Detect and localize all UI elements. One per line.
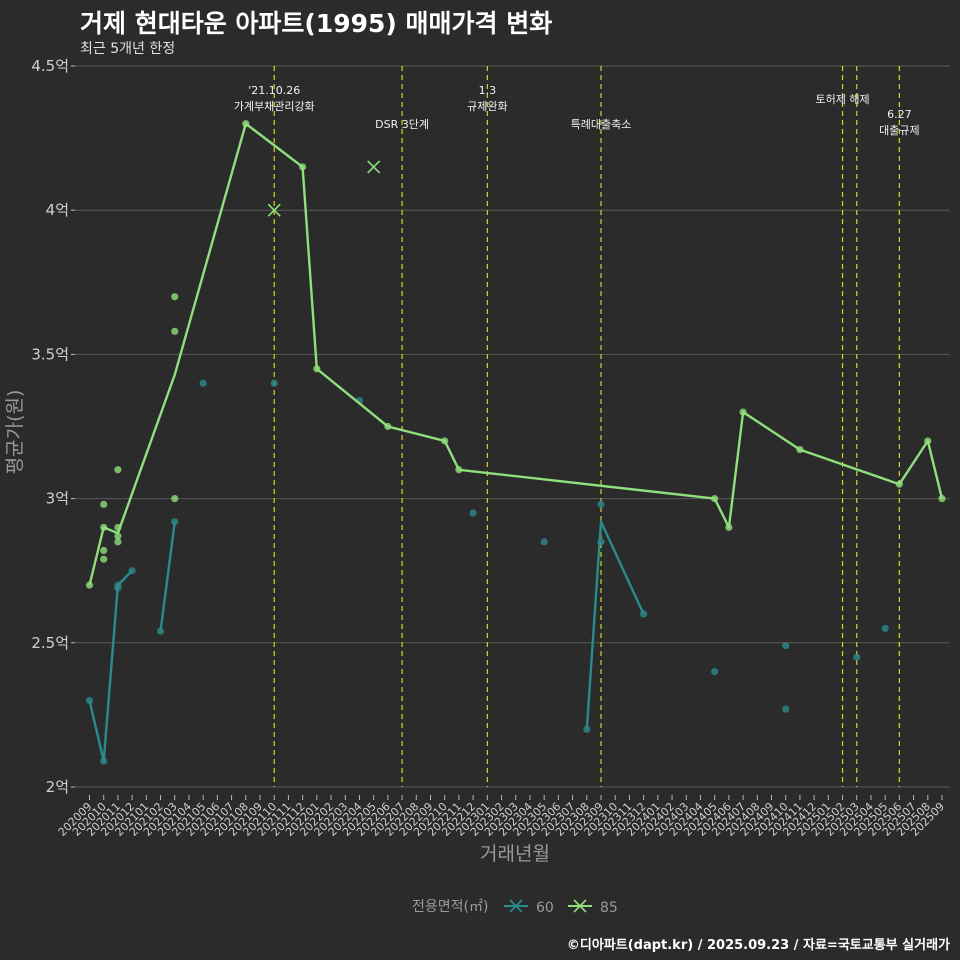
series-60-line	[159, 521, 176, 632]
series-60-point	[128, 567, 136, 575]
y-tick-label: 3억	[46, 490, 69, 508]
legend-key-marker-60	[509, 899, 523, 913]
series-85-point	[171, 327, 179, 335]
series-60-point	[881, 624, 889, 632]
y-tick-label: 2.5억	[31, 634, 69, 652]
series-85-point	[441, 437, 449, 445]
y-tick-label: 4.5억	[31, 57, 69, 75]
series-85-point	[100, 523, 108, 532]
series-85-point	[739, 408, 747, 416]
series-60-point	[782, 705, 790, 713]
policy-annotation: 가계부채관리강화	[234, 100, 315, 113]
legend-label-85: 85	[600, 900, 618, 916]
series-60-point	[156, 627, 165, 635]
policy-annotation: 대출규제	[879, 124, 919, 137]
series-60-point	[711, 668, 719, 676]
policy-annotation: 토허제 해제	[815, 92, 869, 106]
series-85-point	[114, 538, 122, 546]
series-85-point	[895, 480, 903, 488]
series-85-point	[100, 546, 108, 555]
series-85-point	[924, 437, 932, 445]
series-60-line	[88, 569, 133, 763]
series-60-point	[199, 379, 207, 387]
legend: 전용면적(㎡) 60 85	[412, 899, 618, 916]
legend-title: 전용면적(㎡)	[412, 899, 488, 915]
series-85-point	[242, 120, 250, 128]
series-85-x-marker	[367, 160, 381, 174]
legend-key-marker-85	[573, 899, 587, 913]
y-axis-label: 평균가(원)	[4, 390, 26, 475]
series-60-point	[100, 757, 108, 765]
series-85-point	[796, 445, 804, 454]
series-85-point	[299, 163, 307, 171]
policy-annotation: 6.27	[887, 108, 912, 121]
series-60-point	[114, 581, 122, 589]
series-60-line	[585, 520, 645, 730]
policy-annotation: '21.10.26	[248, 84, 300, 97]
series-60-point	[540, 538, 548, 546]
series-60-point	[171, 518, 179, 526]
series-85-point	[938, 495, 946, 503]
series-85-point	[455, 466, 463, 474]
series-60-point	[640, 610, 648, 618]
series-85-point	[100, 555, 108, 563]
series-85-point	[725, 523, 733, 532]
series-85-point	[171, 293, 179, 301]
chart-subtitle: 최근 5개년 한정	[80, 41, 176, 57]
series-85-point	[114, 466, 122, 474]
series-60-point	[583, 725, 591, 733]
series-60	[85, 379, 889, 765]
legend-label-60: 60	[536, 900, 554, 916]
series-60-point	[469, 509, 477, 517]
series-60-point	[597, 538, 605, 546]
series-85-point	[85, 581, 94, 589]
y-tick-label: 3.5억	[31, 345, 69, 363]
policy-annotation: 규제완화	[467, 100, 507, 113]
source-caption: ©디아파트(dapt.kr) / 2025.09.23 / 자료=국토교통부 실…	[566, 938, 950, 953]
y-tick-label: 2억	[46, 778, 69, 796]
policy-annotation: 1.3	[479, 84, 497, 97]
series-85-point	[171, 495, 179, 503]
series-60-point	[270, 379, 278, 387]
y-tick-label: 4억	[46, 201, 69, 219]
series-85	[85, 120, 946, 589]
x-axis-label: 거래년월	[480, 843, 550, 865]
series-60-point	[85, 696, 94, 705]
series-85-point	[100, 500, 108, 508]
series-60-point	[782, 642, 790, 650]
series-85-point	[313, 365, 321, 373]
series-85-point	[114, 523, 122, 532]
series-85-point	[384, 422, 392, 431]
policy-annotation: 특례대출축소	[571, 118, 632, 131]
policy-annotation: DSR 3단계	[375, 118, 429, 131]
series-60-point	[853, 653, 861, 661]
series-85-x-marker	[267, 203, 281, 217]
chart-title: 거제 현대타운 아파트(1995) 매매가격 변화	[80, 9, 553, 38]
series-60-point	[597, 500, 605, 508]
series-85-point	[711, 495, 719, 503]
series-85-point	[114, 532, 122, 540]
